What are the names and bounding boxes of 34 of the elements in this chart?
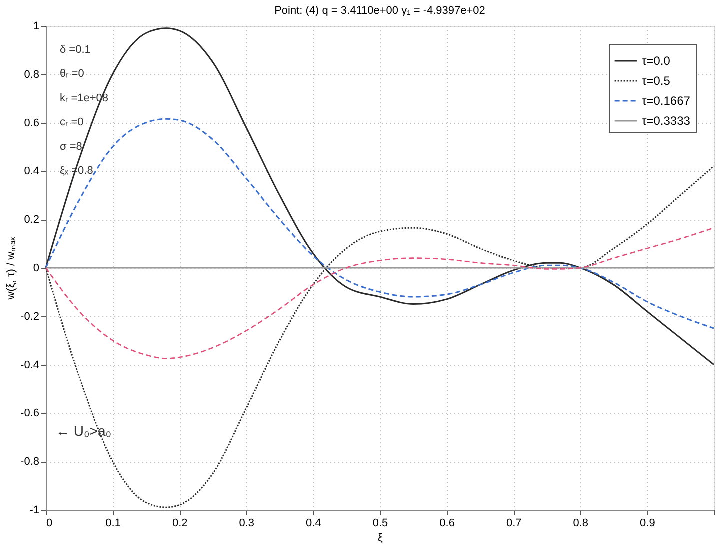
legend-label: τ=0.5 <box>642 74 671 88</box>
annotation: σ =8 <box>60 140 82 153</box>
y-tick-label: -0.8 <box>20 456 40 468</box>
y-tick-label: -0.4 <box>20 359 40 372</box>
x-tick-label: 0.4 <box>306 518 322 530</box>
annotation: θᵣ =0 <box>60 68 84 80</box>
y-tick-label: 0.6 <box>24 117 40 130</box>
x-axis-title: ξ <box>378 532 384 544</box>
y-tick-label: 1 <box>33 20 40 32</box>
line-series <box>45 118 715 330</box>
x-tick-label: 0.6 <box>440 518 455 530</box>
y-tick-label: -1 <box>30 504 40 516</box>
x-tick-label: 0.1 <box>106 518 121 530</box>
x-tick-label: 0.8 <box>573 518 589 530</box>
y-tick-label: 0.8 <box>24 68 40 81</box>
annotation: ← U₀>a₀ <box>56 423 112 439</box>
x-tick-label: 0.7 <box>506 518 522 530</box>
chart-title: Point: (4) q = 3.4110e+00 γ₁ = -4.9397e+02 <box>274 5 486 17</box>
y-tick-label: 0.2 <box>24 214 40 226</box>
legend-label: τ=0.1667 <box>642 94 691 108</box>
x-tick-label: 0.3 <box>239 518 255 530</box>
annotation: cᵣ =0 <box>60 116 84 129</box>
x-tick-label: 0.2 <box>172 518 188 530</box>
annotation: δ =0.1 <box>60 44 91 56</box>
y-tick-label: 0.4 <box>24 166 40 178</box>
y-tick-label: 0 <box>33 262 40 274</box>
legend-label: τ=0.0 <box>642 54 671 68</box>
legend-label: τ=0.3333 <box>642 114 691 128</box>
y-tick-label: -0.2 <box>20 310 40 323</box>
x-tick-label: 0 <box>46 518 53 530</box>
x-tick-label: 0.9 <box>640 518 656 530</box>
y-tick-label: -0.6 <box>20 408 40 420</box>
y-axis-title: w(ξ, τ) / wₘₐₓ <box>6 236 18 301</box>
x-tick-label: 0.5 <box>372 518 388 530</box>
